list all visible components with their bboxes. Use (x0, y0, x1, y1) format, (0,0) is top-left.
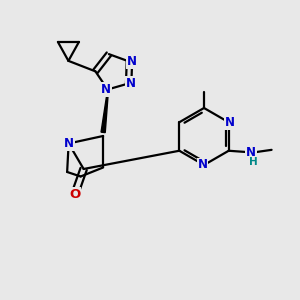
Text: H: H (249, 157, 258, 167)
Text: O: O (69, 188, 80, 201)
Polygon shape (101, 93, 108, 133)
Text: N: N (246, 146, 256, 159)
Text: N: N (127, 55, 137, 68)
Text: N: N (197, 158, 208, 172)
Text: N: N (225, 116, 235, 129)
Text: N: N (64, 137, 74, 150)
Text: N: N (126, 77, 136, 90)
Text: N: N (101, 83, 111, 96)
